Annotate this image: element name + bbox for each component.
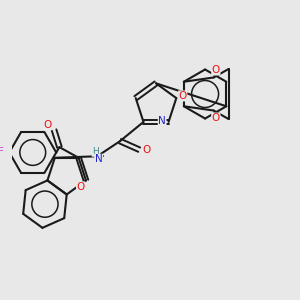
Text: O: O — [178, 91, 187, 101]
Text: O: O — [212, 65, 220, 75]
Text: O: O — [76, 182, 85, 192]
Text: F: F — [0, 148, 4, 158]
Text: N: N — [95, 154, 103, 164]
Text: O: O — [44, 120, 52, 130]
Text: H: H — [92, 147, 99, 156]
Text: O: O — [142, 145, 151, 155]
Text: O: O — [212, 113, 220, 123]
Text: N: N — [158, 116, 166, 126]
